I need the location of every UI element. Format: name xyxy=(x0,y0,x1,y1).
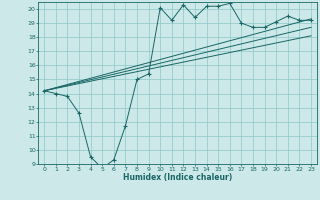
X-axis label: Humidex (Indice chaleur): Humidex (Indice chaleur) xyxy=(123,173,232,182)
